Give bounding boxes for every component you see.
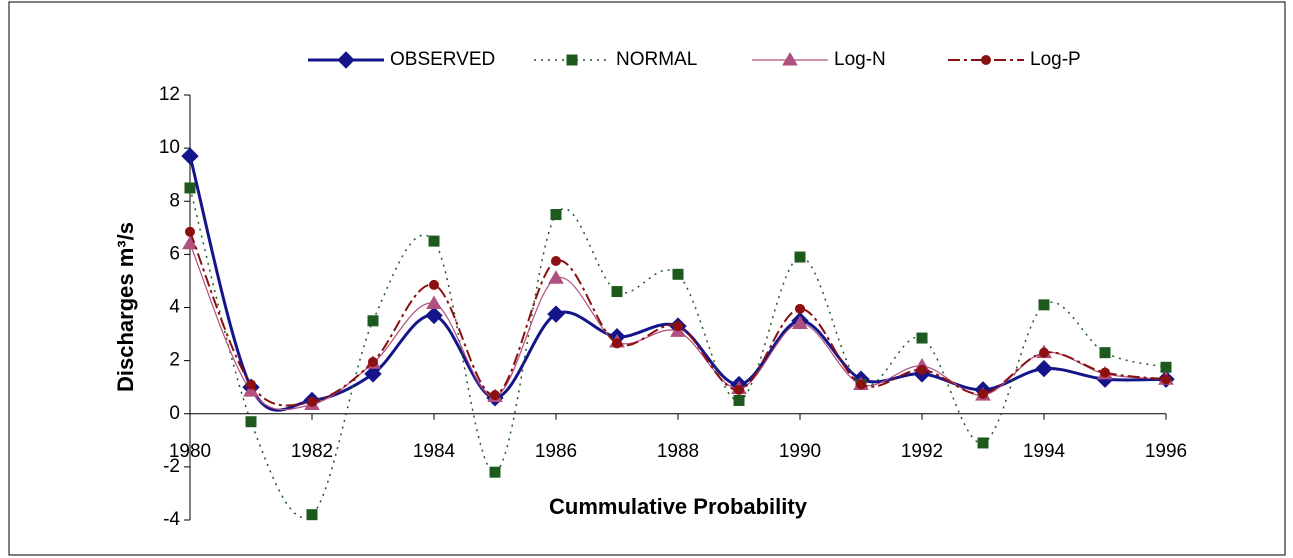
x-tick-label: 1990: [779, 441, 821, 462]
data-point: [425, 306, 443, 325]
data-point: [1039, 347, 1049, 358]
legend-label: OBSERVED: [390, 49, 495, 70]
legend-label: Log-N: [834, 49, 886, 70]
data-point: [792, 315, 808, 329]
y-tick-label: 2: [169, 350, 180, 371]
data-point: [368, 356, 378, 367]
data-point: [612, 338, 622, 349]
data-point: [548, 270, 564, 284]
y-tick-label: 0: [169, 403, 180, 424]
x-tick-label: 1988: [657, 441, 699, 462]
y-tick-label: -4: [163, 509, 180, 530]
data-point: [1035, 359, 1053, 378]
data-point: [245, 416, 257, 428]
data-point: [1038, 299, 1050, 311]
y-tick-label: 10: [159, 137, 180, 158]
data-point: [184, 182, 196, 194]
y-tick-label: 8: [169, 190, 180, 211]
data-point: [733, 394, 745, 406]
chart-border: [8, 1, 1286, 556]
y-axis-title: Discharges m³/s: [113, 222, 138, 392]
data-point: [1161, 374, 1171, 385]
data-point: [611, 286, 623, 298]
x-tick-label: 1982: [291, 441, 333, 462]
data-point: [795, 303, 805, 314]
data-point: [307, 396, 317, 407]
x-tick-label: 1986: [535, 441, 577, 462]
legend-marker: [981, 55, 991, 65]
y-tick-label: 6: [169, 243, 180, 264]
y-tick-label: -2: [163, 456, 180, 477]
data-point: [426, 295, 442, 310]
data-point: [1160, 361, 1172, 373]
data-point: [550, 209, 562, 221]
x-tick-label: 1994: [1023, 441, 1066, 462]
data-point: [734, 384, 744, 395]
legend-marker: [782, 52, 798, 66]
data-point: [978, 388, 988, 399]
x-tick-label: 1980: [169, 441, 211, 462]
x-tick-label: 1996: [1145, 441, 1187, 462]
data-point: [367, 315, 379, 327]
y-tick-label: 12: [159, 84, 180, 105]
data-point: [916, 332, 928, 344]
data-point: [490, 390, 500, 401]
legend-marker: [566, 54, 578, 66]
data-point: [1100, 367, 1110, 378]
x-axis-title: Cummulative Probability: [549, 494, 808, 519]
data-point: [856, 379, 866, 390]
data-point: [672, 268, 684, 280]
data-point: [185, 226, 195, 237]
legend-marker: [337, 51, 355, 69]
data-point: [1099, 347, 1111, 359]
data-point: [364, 365, 382, 383]
data-point: [794, 251, 806, 263]
data-point: [917, 364, 927, 375]
data-point: [181, 147, 199, 165]
data-point: [551, 256, 561, 267]
y-tick-label: 4: [169, 297, 180, 318]
data-point: [428, 235, 440, 247]
data-point: [673, 321, 683, 332]
data-point: [429, 279, 439, 290]
data-point: [547, 305, 565, 323]
data-point: [306, 509, 318, 521]
legend-label: NORMAL: [616, 49, 697, 70]
legend-label: Log-P: [1030, 49, 1081, 70]
x-tick-label: 1992: [901, 441, 943, 462]
x-tick-label: 1984: [413, 441, 456, 462]
data-point: [977, 437, 989, 449]
series-line: [189, 231, 1167, 407]
data-point: [246, 379, 256, 390]
data-point: [489, 466, 501, 478]
